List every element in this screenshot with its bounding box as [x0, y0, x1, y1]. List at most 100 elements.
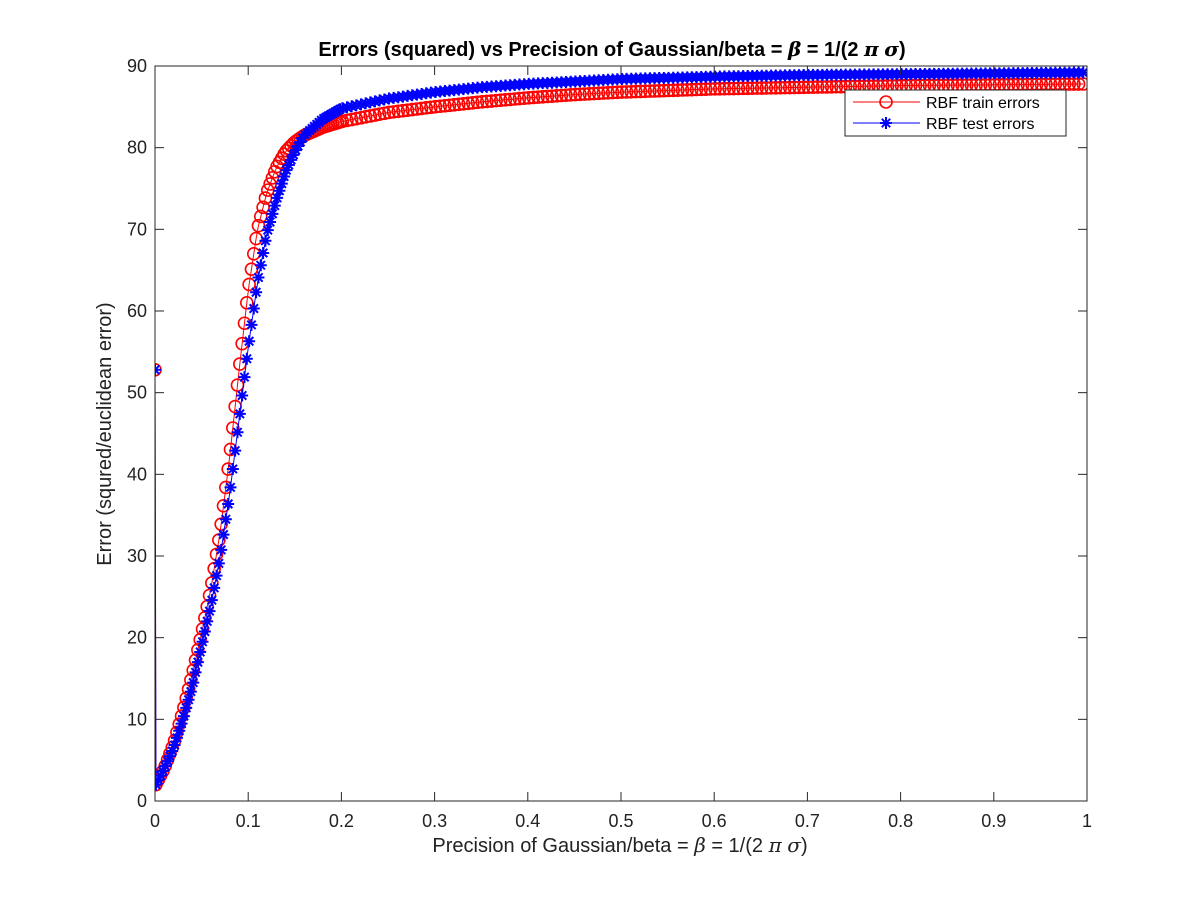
- legend-label-train: RBF train errors: [926, 95, 1040, 112]
- data-point: [498, 93, 513, 107]
- data-point: [605, 85, 620, 100]
- data-point: [280, 164, 293, 177]
- data-point: [559, 88, 573, 102]
- data-point: [265, 171, 280, 185]
- data-point: [210, 569, 223, 582]
- data-point: [287, 148, 300, 161]
- y-tick-label: 80: [127, 138, 147, 158]
- data-point: [275, 177, 288, 190]
- data-point: [754, 81, 769, 95]
- data-point: [261, 224, 274, 237]
- data-point: [201, 615, 214, 628]
- x-tick-label: 0.2: [329, 811, 354, 831]
- data-point: [675, 83, 690, 97]
- x-axis-label: Precision of Gaussian/beta = β = 1/(2 π …: [432, 833, 807, 857]
- data-point: [163, 750, 176, 763]
- y-tick-label: 0: [137, 791, 147, 811]
- data-point: [372, 107, 387, 121]
- data-point: [189, 666, 202, 679]
- data-point: [231, 426, 244, 439]
- data-point: [475, 95, 489, 109]
- data-point: [456, 96, 471, 111]
- data-point: [573, 87, 587, 102]
- data-point: [708, 82, 722, 96]
- data-point: [226, 463, 239, 476]
- data-point: [271, 191, 284, 204]
- data-point: [257, 247, 270, 260]
- data-point: [782, 80, 797, 95]
- data-point: [764, 81, 778, 95]
- data-point: [661, 83, 676, 98]
- data-point: [266, 207, 279, 220]
- data-point: [568, 87, 583, 102]
- data-point: [703, 82, 718, 96]
- data-point: [194, 645, 207, 658]
- data-point: [582, 86, 597, 101]
- data-point: [159, 760, 172, 773]
- x-tick-label: 0.8: [888, 811, 913, 831]
- y-axis-label: Error (squred/euclidean error): [94, 302, 116, 565]
- data-point: [196, 635, 209, 648]
- x-tick-label: 0.9: [981, 811, 1006, 831]
- data-point: [806, 80, 820, 94]
- data-point: [214, 517, 228, 531]
- data-point: [442, 98, 457, 113]
- data-point: [224, 481, 237, 494]
- data-point: [740, 81, 755, 96]
- data-point: [240, 352, 253, 365]
- x-tick-label: 0: [150, 811, 160, 831]
- data-point: [512, 91, 527, 106]
- data-point: [643, 84, 657, 98]
- data-point: [205, 594, 218, 607]
- data-point: [424, 100, 438, 115]
- data-point: [619, 85, 634, 99]
- data-point: [521, 90, 536, 105]
- data-point: [666, 83, 680, 98]
- data-point: [335, 114, 350, 129]
- data-point: [759, 81, 774, 95]
- data-point: [750, 81, 764, 95]
- data-point: [188, 653, 203, 667]
- data-point: [647, 84, 662, 98]
- data-point: [736, 81, 750, 96]
- x-tick-label: 0.3: [422, 811, 447, 831]
- data-point: [186, 663, 201, 678]
- data-point: [493, 93, 508, 108]
- data-point: [615, 85, 629, 99]
- data-point: [166, 744, 179, 757]
- data-point: [545, 89, 559, 103]
- data-point: [173, 724, 186, 737]
- data-point: [638, 84, 653, 99]
- data-point: [155, 778, 162, 791]
- data-point: [180, 701, 193, 714]
- data-point: [405, 102, 420, 117]
- data-point: [358, 110, 373, 124]
- data-point: [175, 717, 188, 730]
- data-point: [191, 656, 204, 669]
- data-point: [243, 335, 256, 348]
- y-tick-label: 40: [127, 464, 147, 484]
- data-point: [242, 277, 256, 292]
- data-point: [768, 80, 783, 95]
- x-tick-label: 0.4: [515, 811, 540, 831]
- data-point: [470, 95, 485, 110]
- data-point: [215, 543, 228, 556]
- data-point: [554, 88, 569, 103]
- data-point: [191, 643, 205, 657]
- data-point: [452, 97, 466, 112]
- x-tick-label: 0.5: [608, 811, 633, 831]
- data-point: [428, 99, 443, 114]
- data-point: [391, 104, 406, 119]
- data-point: [212, 557, 225, 570]
- data-point: [461, 96, 475, 111]
- x-tick-label: 0.1: [236, 811, 261, 831]
- data-point: [596, 86, 611, 100]
- y-axis-ticks: 0 10 20 30 40 50 60 70 80 90: [127, 56, 1087, 811]
- data-point: [198, 625, 211, 638]
- data-point: [256, 200, 270, 215]
- data-point: [229, 444, 242, 457]
- data-point: [685, 82, 699, 97]
- data-point: [259, 234, 272, 247]
